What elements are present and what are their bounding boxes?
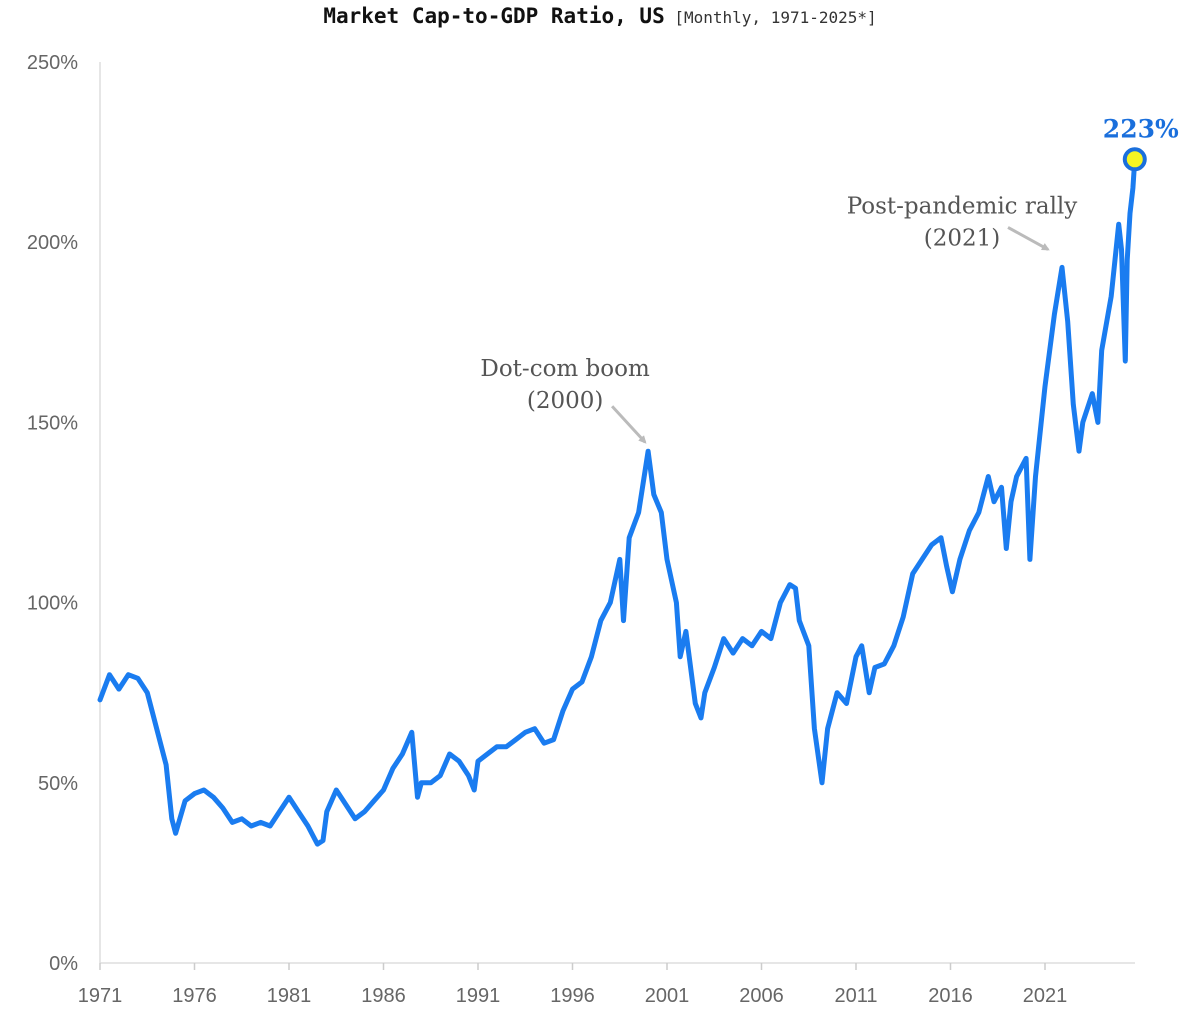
- x-tick-label: 1991: [456, 985, 501, 1007]
- series-line: [97, 156, 1138, 847]
- chart-title: Market Cap-to-GDP Ratio, US [Monthly, 19…: [0, 4, 1200, 28]
- x-tick-label: 1996: [550, 985, 595, 1007]
- annotation-arrow: [1007, 226, 1050, 251]
- annotation-line2: (2021): [924, 225, 1000, 251]
- annotation-line2: (2000): [527, 388, 603, 414]
- title-main: Market Cap-to-GDP Ratio, US: [323, 4, 665, 28]
- y-tick-label: 0%: [49, 953, 78, 975]
- last-value-marker: [1122, 147, 1147, 172]
- x-tick-label: 2021: [1023, 985, 1068, 1007]
- y-tick-label: 250%: [27, 52, 78, 74]
- x-tick-label: 1986: [361, 985, 406, 1007]
- x-tick-label: 1971: [78, 985, 123, 1007]
- y-tick-label: 100%: [27, 593, 78, 615]
- annotation-arrow: [610, 405, 647, 444]
- x-tick-label: 1981: [267, 985, 312, 1007]
- y-tick-label: 200%: [27, 232, 78, 254]
- y-tick-label: 50%: [38, 773, 78, 795]
- annotation-line1: Post-pandemic rally: [847, 193, 1078, 219]
- title-subtitle: [Monthly, 1971-2025*]: [674, 8, 877, 27]
- x-tick-label: 1976: [172, 985, 217, 1007]
- x-tick-label: 2001: [645, 985, 690, 1007]
- x-tick-label: 2016: [928, 985, 973, 1007]
- last-value-label: 223%: [1103, 114, 1179, 143]
- x-tick-label: 2006: [739, 985, 784, 1007]
- y-tick-label: 150%: [27, 412, 78, 434]
- annotation-line1: Dot-com boom: [480, 356, 650, 382]
- x-tick-label: 2011: [834, 985, 877, 1007]
